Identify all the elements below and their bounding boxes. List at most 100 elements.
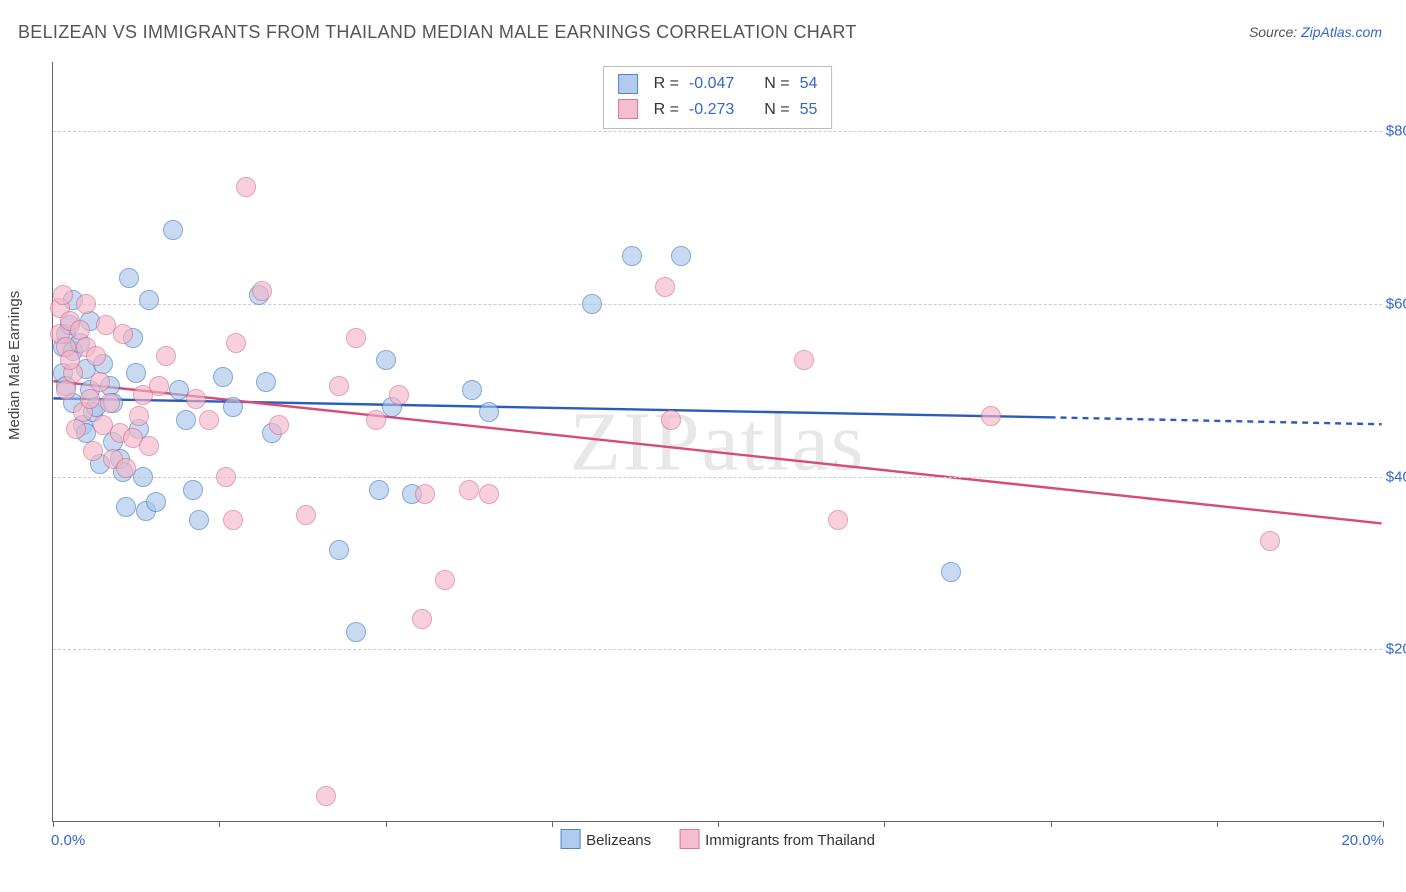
data-point-thailand (83, 441, 103, 461)
stats-row-thailand: R = -0.273 N = 55 (618, 97, 818, 123)
data-point-thailand (216, 467, 236, 487)
source-attribution: Source: ZipAtlas.com (1249, 24, 1382, 40)
swatch-icon (618, 99, 638, 119)
gridline-h (53, 649, 1382, 650)
data-point-belizeans (376, 350, 396, 370)
data-point-belizeans (139, 290, 159, 310)
data-point-belizeans (622, 246, 642, 266)
data-point-thailand (116, 458, 136, 478)
data-point-belizeans (369, 480, 389, 500)
x-tick-mark (1051, 821, 1052, 827)
data-point-belizeans (671, 246, 691, 266)
data-point-belizeans (582, 294, 602, 314)
data-point-thailand (226, 333, 246, 353)
data-point-belizeans (462, 380, 482, 400)
data-point-thailand (366, 410, 386, 430)
stat-n-label: N = (764, 97, 789, 123)
data-point-thailand (76, 294, 96, 314)
data-point-belizeans (213, 367, 233, 387)
y-axis-label: Median Male Earnings (6, 291, 23, 440)
data-point-thailand (329, 376, 349, 396)
data-point-belizeans (163, 220, 183, 240)
stat-r-label: R = (654, 97, 679, 123)
data-point-thailand (113, 324, 133, 344)
stat-r-value: -0.273 (689, 97, 734, 123)
source-link[interactable]: ZipAtlas.com (1301, 24, 1382, 40)
stat-n-value: 55 (800, 97, 818, 123)
legend-item-thailand: Immigrants from Thailand (679, 829, 875, 849)
data-point-thailand (90, 372, 110, 392)
x-tick-mark (219, 821, 220, 827)
stat-n-value: 54 (800, 71, 818, 97)
data-point-belizeans (189, 510, 209, 530)
data-point-thailand (655, 277, 675, 297)
data-point-thailand (412, 609, 432, 629)
stat-r-label: R = (654, 71, 679, 97)
series-legend: Belizeans Immigrants from Thailand (560, 829, 875, 849)
source-label: Source: (1249, 24, 1301, 40)
data-point-thailand (56, 380, 76, 400)
gridline-h (53, 131, 1382, 132)
swatch-icon (679, 829, 699, 849)
data-point-thailand (139, 436, 159, 456)
legend-label: Belizeans (586, 832, 651, 849)
data-point-belizeans (126, 363, 146, 383)
data-point-belizeans (941, 562, 961, 582)
data-point-thailand (828, 510, 848, 530)
data-point-thailand (435, 570, 455, 590)
x-axis-min-label: 0.0% (51, 832, 85, 849)
stat-r-value: -0.047 (689, 71, 734, 97)
data-point-thailand (296, 505, 316, 525)
watermark-text: ZIPatlas (570, 393, 866, 490)
data-point-belizeans (346, 622, 366, 642)
data-point-thailand (60, 350, 80, 370)
swatch-icon (618, 74, 638, 94)
correlation-stats-box: R = -0.047 N = 54 R = -0.273 N = 55 (603, 66, 833, 129)
data-point-thailand (80, 389, 100, 409)
data-point-thailand (53, 285, 73, 305)
data-point-thailand (1260, 531, 1280, 551)
data-point-thailand (269, 415, 289, 435)
data-point-thailand (100, 393, 120, 413)
data-point-thailand (236, 177, 256, 197)
data-point-thailand (415, 484, 435, 504)
data-point-thailand (981, 406, 1001, 426)
x-axis-max-label: 20.0% (1341, 832, 1384, 849)
data-point-belizeans (256, 372, 276, 392)
x-tick-mark (718, 821, 719, 827)
x-tick-mark (552, 821, 553, 827)
y-tick-label: $80,000 (1386, 123, 1406, 140)
data-point-thailand (346, 328, 366, 348)
data-point-belizeans (329, 540, 349, 560)
legend-item-belizeans: Belizeans (560, 829, 651, 849)
swatch-icon (560, 829, 580, 849)
data-point-thailand (199, 410, 219, 430)
data-point-thailand (156, 346, 176, 366)
data-point-thailand (186, 389, 206, 409)
x-tick-mark (1217, 821, 1218, 827)
data-point-belizeans (119, 268, 139, 288)
scatter-plot-area: ZIPatlas R = -0.047 N = 54 R = -0.273 N … (52, 62, 1382, 822)
x-tick-mark (386, 821, 387, 827)
x-tick-mark (1383, 821, 1384, 827)
data-point-thailand (479, 484, 499, 504)
data-point-thailand (86, 346, 106, 366)
data-point-thailand (389, 385, 409, 405)
data-point-thailand (794, 350, 814, 370)
data-point-thailand (223, 510, 243, 530)
data-point-thailand (129, 406, 149, 426)
stat-n-label: N = (764, 71, 789, 97)
data-point-belizeans (479, 402, 499, 422)
gridline-h (53, 477, 1382, 478)
chart-title: BELIZEAN VS IMMIGRANTS FROM THAILAND MED… (18, 22, 857, 43)
gridline-h (53, 304, 1382, 305)
data-point-thailand (252, 281, 272, 301)
data-point-belizeans (176, 410, 196, 430)
data-point-thailand (149, 376, 169, 396)
y-tick-label: $40,000 (1386, 468, 1406, 485)
data-point-thailand (66, 419, 86, 439)
data-point-thailand (459, 480, 479, 500)
legend-label: Immigrants from Thailand (705, 832, 875, 849)
y-tick-label: $60,000 (1386, 295, 1406, 312)
y-tick-label: $20,000 (1386, 641, 1406, 658)
